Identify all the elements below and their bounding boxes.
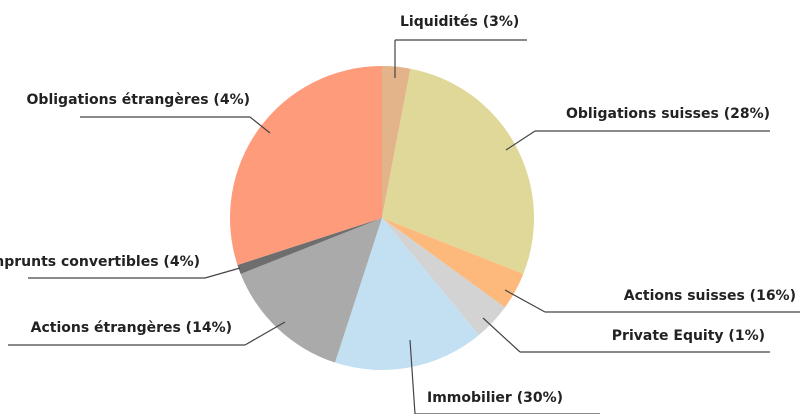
pie-slice	[240, 218, 382, 363]
slice-label: Emprunts convertibles (4%)	[0, 254, 200, 270]
pie-slice	[382, 218, 524, 308]
slice-label: Liquidités (3%)	[400, 14, 519, 30]
slice-label: Immobilier (30%)	[427, 390, 563, 406]
slice-label: Obligations étrangères (4%)	[27, 92, 250, 108]
pie-slice	[382, 68, 534, 274]
pie-slice	[382, 66, 411, 218]
leader-line	[482, 317, 521, 353]
leader-line	[204, 267, 241, 279]
leader-line	[244, 321, 286, 346]
slice-label: Actions étrangères (14%)	[31, 320, 232, 336]
leader-line	[409, 339, 416, 414]
slice-label: Obligations suisses (28%)	[566, 106, 770, 122]
pie-slice	[382, 218, 505, 336]
leader-line	[504, 289, 546, 313]
pie-slice	[230, 66, 382, 265]
pie-slice	[335, 218, 479, 370]
pie-slice	[237, 218, 382, 274]
slice-label: Private Equity (1%)	[612, 328, 765, 344]
leader-line	[249, 116, 271, 134]
slice-label: Actions suisses (16%)	[624, 288, 796, 304]
leader-line	[505, 130, 536, 151]
